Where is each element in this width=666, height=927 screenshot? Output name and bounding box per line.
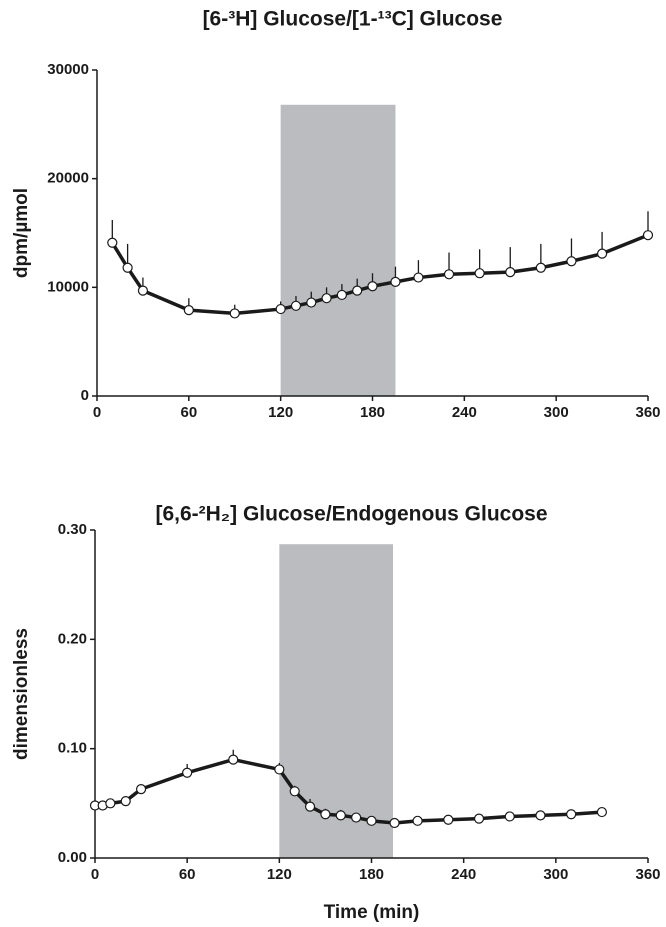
y-tick-label: 20000 xyxy=(47,170,89,187)
shaded-period xyxy=(280,104,396,397)
data-point xyxy=(390,276,401,287)
y-tick-label: 10000 xyxy=(47,278,89,295)
x-tick-label: 120 xyxy=(267,866,292,883)
x-tick-label: 60 xyxy=(180,404,197,421)
data-point xyxy=(535,810,546,821)
data-point xyxy=(304,801,316,812)
shaded-period xyxy=(279,544,394,858)
y-axis-label: dimensionless xyxy=(11,628,32,760)
x-tick-label: 180 xyxy=(359,866,384,883)
x-tick-label: 360 xyxy=(635,866,660,883)
data-point xyxy=(473,813,485,824)
data-point xyxy=(366,815,377,826)
data-point xyxy=(290,300,302,311)
data-point xyxy=(642,230,654,241)
data-point xyxy=(107,237,118,248)
data-point xyxy=(122,262,133,273)
x-axis-label: Time (min) xyxy=(324,902,420,923)
y-tick-label: 0.10 xyxy=(58,740,87,757)
x-tick-label: 180 xyxy=(360,404,385,421)
data-point xyxy=(183,305,194,316)
data-point xyxy=(566,809,577,820)
y-tick-label: 0.20 xyxy=(58,630,87,647)
chart-title: [6,6-²H₂] Glucose/Endogenous Glucose xyxy=(155,503,547,526)
x-tick-label: 300 xyxy=(543,866,568,883)
data-point xyxy=(105,798,116,809)
x-tick-label: 0 xyxy=(93,404,101,421)
data-point xyxy=(228,754,239,765)
data-point xyxy=(596,248,608,259)
x-tick-label: 120 xyxy=(268,404,293,421)
data-point xyxy=(135,784,147,795)
data-point xyxy=(443,814,454,825)
y-tick-label: 0.00 xyxy=(58,849,87,866)
y-axis-label: dpm/µmol xyxy=(11,188,32,278)
data-point xyxy=(389,817,400,829)
x-tick-label: 0 xyxy=(91,866,99,883)
data-point xyxy=(413,272,424,283)
data-point xyxy=(443,269,455,280)
data-point xyxy=(320,809,331,820)
data-point xyxy=(351,812,362,823)
x-tick-label: 60 xyxy=(179,866,196,883)
data-point xyxy=(566,256,577,267)
data-point xyxy=(289,786,300,797)
x-tick-label: 240 xyxy=(452,404,477,421)
data-point xyxy=(505,267,516,278)
x-tick-label: 300 xyxy=(544,404,569,421)
data-point xyxy=(596,806,608,818)
data-point xyxy=(321,293,332,304)
y-tick-label: 0 xyxy=(81,387,89,404)
data-point xyxy=(229,308,240,319)
data-point xyxy=(275,303,286,315)
data-point xyxy=(474,268,485,279)
data-point xyxy=(352,285,363,296)
data-point xyxy=(120,796,131,807)
data-point xyxy=(367,281,378,292)
data-point xyxy=(412,815,423,826)
data-line xyxy=(95,757,603,825)
y-tick-label: 30000 xyxy=(47,61,89,78)
data-point xyxy=(504,811,515,822)
data-point xyxy=(336,289,347,301)
data-point xyxy=(335,810,346,821)
x-tick-label: 240 xyxy=(451,866,476,883)
data-point xyxy=(274,764,285,775)
data-point xyxy=(137,285,149,296)
chart-title: [6-³H] Glucose/[1-¹³C] Glucose xyxy=(203,8,503,31)
data-point xyxy=(182,767,193,778)
x-tick-label: 360 xyxy=(635,404,660,421)
data-point xyxy=(306,297,317,308)
y-tick-label: 0.30 xyxy=(58,521,87,538)
data-point xyxy=(535,262,546,273)
